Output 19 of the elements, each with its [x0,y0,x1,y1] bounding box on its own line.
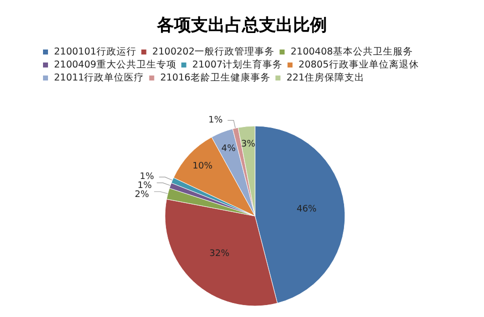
legend-label: 221住房保障支出 [286,72,365,84]
legend-label: 2100101行政运行 [54,46,136,58]
legend-label: 21007计划生育事务 [192,58,283,70]
legend-label: 2100409重大公共卫生专项 [54,58,176,70]
chart-title: 各项支出占总支出比例 [156,16,327,36]
legend-label: 2100408基本公共卫生服务 [290,46,413,58]
data-label: 4% [221,144,236,154]
data-label: 46% [296,204,318,214]
data-label: 1% [138,181,152,192]
legend-label: 2100202一般行政管理事务 [152,46,275,58]
data-label: 2% [134,190,150,200]
data-label: 1% [140,172,155,182]
legend-label: 21016老龄卫生健康事务 [160,72,270,84]
data-label: 32% [209,248,230,259]
data-label: 3% [241,139,256,150]
data-label: 10% [192,162,213,172]
legend-label: 21011行政单位医疗 [54,72,144,84]
data-label: 1% [208,115,224,126]
legend-label: 20805行政事业单位离退休 [298,58,419,70]
